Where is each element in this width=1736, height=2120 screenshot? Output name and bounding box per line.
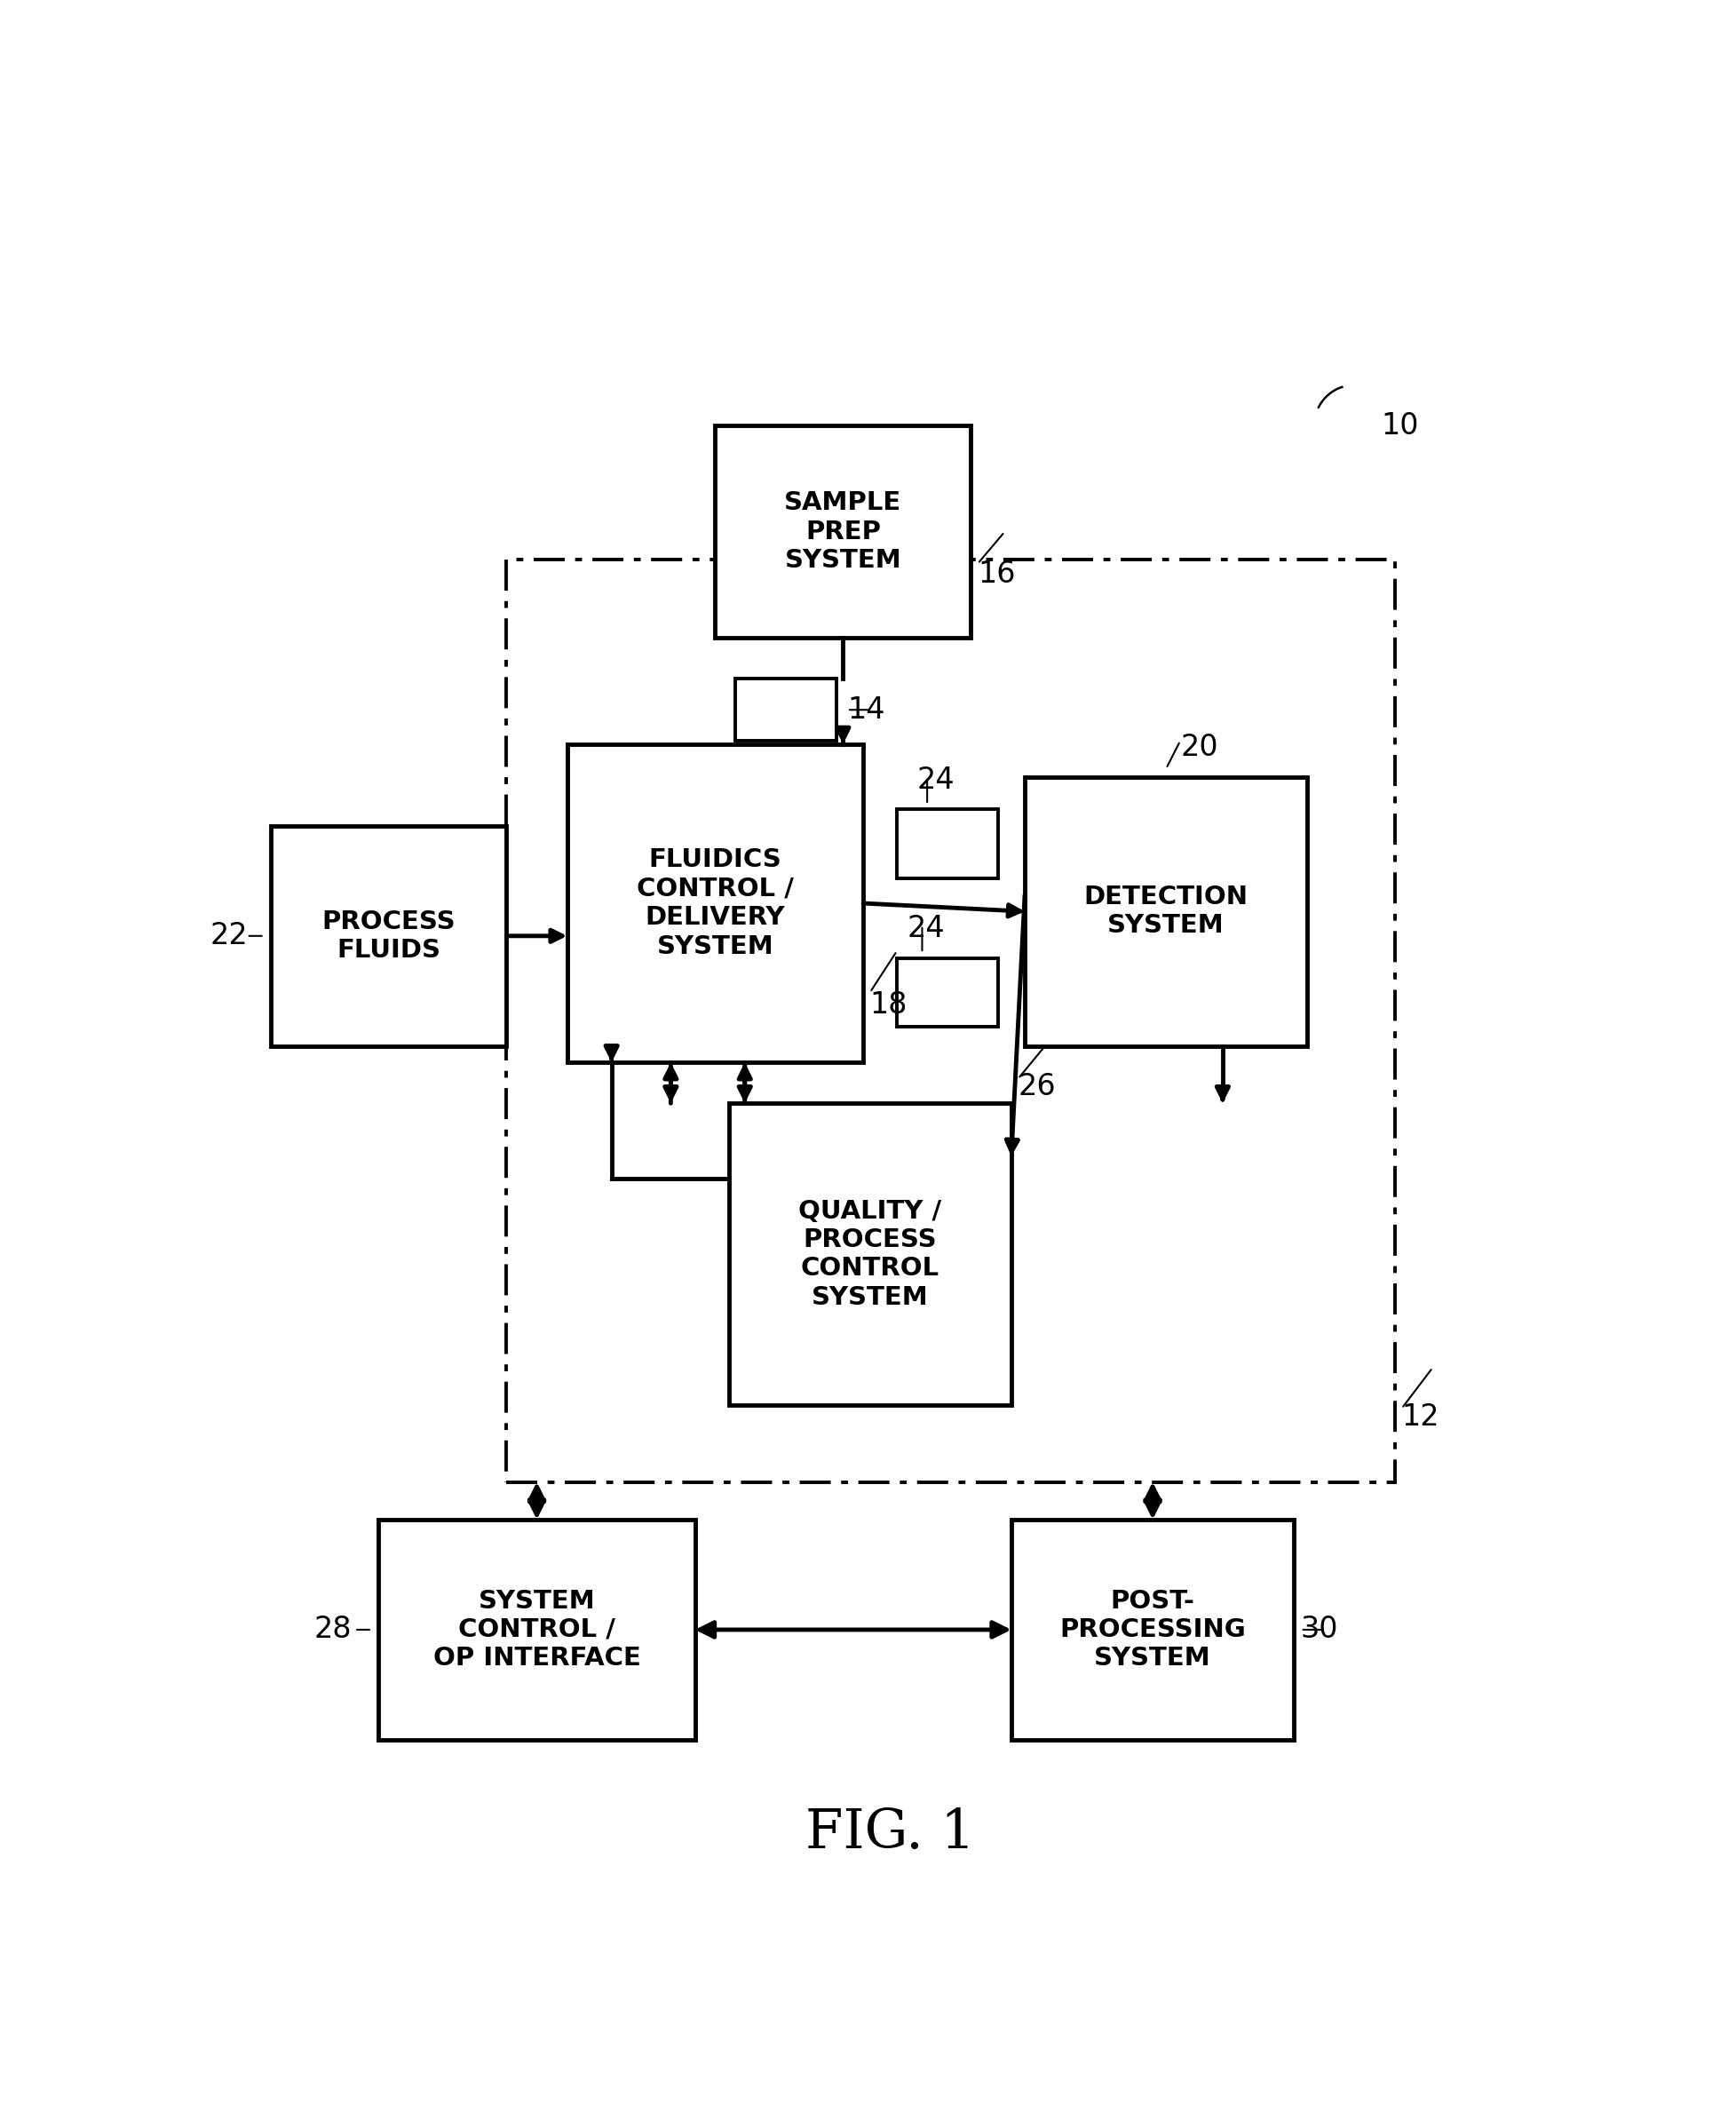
Text: 20: 20	[1180, 734, 1217, 761]
Text: 18: 18	[870, 990, 908, 1020]
FancyBboxPatch shape	[378, 1520, 694, 1741]
FancyBboxPatch shape	[729, 1102, 1010, 1406]
Text: SAMPLE
PREP
SYSTEM: SAMPLE PREP SYSTEM	[785, 490, 901, 572]
Text: 22: 22	[210, 922, 248, 950]
Text: 24: 24	[906, 914, 944, 943]
Text: DETECTION
SYSTEM: DETECTION SYSTEM	[1083, 884, 1248, 939]
Text: FLUIDICS
CONTROL /
DELIVERY
SYSTEM: FLUIDICS CONTROL / DELIVERY SYSTEM	[637, 848, 793, 958]
Text: QUALITY /
PROCESS
CONTROL
SYSTEM: QUALITY / PROCESS CONTROL SYSTEM	[799, 1198, 941, 1310]
Text: PROCESS
FLUIDS: PROCESS FLUIDS	[321, 909, 455, 962]
Text: 30: 30	[1300, 1615, 1338, 1645]
FancyBboxPatch shape	[566, 744, 863, 1062]
Text: 16: 16	[977, 560, 1016, 589]
Text: 28: 28	[314, 1615, 352, 1645]
FancyBboxPatch shape	[271, 825, 507, 1045]
FancyBboxPatch shape	[1024, 776, 1307, 1045]
Text: 24: 24	[917, 765, 955, 795]
Text: 10: 10	[1380, 411, 1418, 441]
Text: POST-
PROCESSING
SYSTEM: POST- PROCESSING SYSTEM	[1059, 1588, 1245, 1671]
Text: 12: 12	[1401, 1401, 1439, 1431]
Text: SYSTEM
CONTROL /
OP INTERFACE: SYSTEM CONTROL / OP INTERFACE	[432, 1588, 641, 1671]
FancyBboxPatch shape	[715, 426, 970, 638]
Text: 26: 26	[1017, 1073, 1055, 1102]
Text: FIG. 1: FIG. 1	[806, 1806, 974, 1859]
FancyBboxPatch shape	[734, 678, 837, 740]
Text: 14: 14	[847, 695, 884, 725]
FancyBboxPatch shape	[896, 810, 996, 878]
FancyBboxPatch shape	[896, 958, 996, 1026]
FancyBboxPatch shape	[1010, 1520, 1293, 1741]
